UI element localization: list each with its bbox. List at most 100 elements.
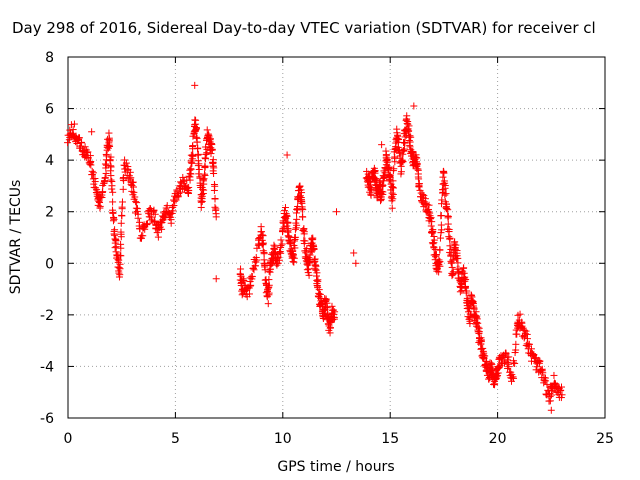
data-point <box>543 380 551 388</box>
data-point <box>427 228 435 236</box>
y-tick-label: 4 <box>45 153 54 169</box>
data-point <box>329 306 337 314</box>
data-point <box>240 277 248 285</box>
data-point <box>198 195 206 203</box>
data-point <box>194 150 202 158</box>
data-point <box>201 163 209 171</box>
data-point <box>192 133 200 141</box>
data-point <box>200 175 208 183</box>
data-point <box>405 127 413 135</box>
data-point <box>117 230 125 238</box>
data-point <box>371 167 379 175</box>
data-point <box>322 296 330 304</box>
data-point <box>134 214 142 222</box>
data-point <box>380 174 388 182</box>
data-point <box>429 227 437 235</box>
data-point <box>259 239 267 247</box>
axis-ticks: 0 5 10 15 20 25 -6 -4 -2 0 2 4 6 8 <box>40 50 614 447</box>
data-point <box>253 256 261 264</box>
data-point <box>258 240 266 248</box>
data-point <box>413 161 421 169</box>
data-point <box>444 220 452 228</box>
data-point <box>98 189 106 197</box>
data-point <box>404 126 412 134</box>
data-point <box>96 204 104 212</box>
data-point <box>427 214 435 222</box>
data-point <box>460 269 468 277</box>
data-point <box>521 330 529 338</box>
data-point <box>150 207 158 215</box>
y-tick-label: 0 <box>45 256 54 272</box>
data-point <box>113 251 121 259</box>
data-point <box>89 169 97 177</box>
data-point <box>193 138 201 146</box>
x-tick-label: 20 <box>489 431 507 447</box>
data-point <box>453 249 461 257</box>
data-point <box>265 289 273 297</box>
data-point <box>271 243 279 251</box>
data-point <box>547 406 555 414</box>
data-point <box>104 135 112 143</box>
data-point <box>143 220 151 228</box>
data-point <box>323 304 331 312</box>
data-point <box>438 196 446 204</box>
data-point <box>367 185 375 193</box>
data-point <box>419 191 427 199</box>
data-point <box>472 312 480 320</box>
x-tick-label: 10 <box>274 431 292 447</box>
data-point <box>67 121 75 129</box>
data-point <box>83 149 91 157</box>
data-point <box>88 128 96 136</box>
data-point <box>289 250 297 258</box>
data-point <box>403 112 411 120</box>
data-point <box>398 156 406 164</box>
data-point <box>78 139 86 147</box>
data-point <box>301 237 309 245</box>
y-tick-label: 8 <box>45 50 54 66</box>
data-point <box>444 213 452 221</box>
data-point <box>260 250 268 258</box>
data-point <box>311 255 319 263</box>
data-point <box>151 210 159 218</box>
data-point <box>77 142 85 150</box>
data-point <box>461 277 469 285</box>
data-point <box>444 206 452 214</box>
data-point <box>108 185 116 193</box>
data-point <box>456 288 464 296</box>
data-point <box>300 230 308 238</box>
data-point <box>309 235 317 243</box>
data-point <box>350 249 358 257</box>
data-point <box>466 317 474 325</box>
data-point <box>117 252 125 260</box>
data-point <box>379 188 387 196</box>
data-point <box>409 148 417 156</box>
data-point <box>117 219 125 227</box>
data-point <box>513 330 521 338</box>
data-point <box>438 226 446 234</box>
data-point <box>440 169 448 177</box>
data-point <box>207 150 215 158</box>
data-point <box>312 262 320 270</box>
data-point <box>91 178 99 186</box>
data-point <box>264 300 272 308</box>
data-point <box>511 359 519 367</box>
data-point <box>298 205 306 213</box>
x-tick-label: 25 <box>596 431 614 447</box>
data-point <box>446 242 454 250</box>
data-point <box>539 369 547 377</box>
data-point <box>107 153 115 161</box>
data-point <box>119 185 127 193</box>
data-point <box>389 183 397 191</box>
data-point <box>427 215 435 223</box>
data-point <box>109 198 117 206</box>
data-point <box>436 246 444 254</box>
data-point <box>397 168 405 176</box>
x-tick-label: 15 <box>381 431 399 447</box>
data-point <box>291 225 299 233</box>
data-point <box>212 213 220 221</box>
data-point <box>287 240 295 248</box>
data-point <box>389 195 397 203</box>
data-point <box>477 338 485 346</box>
data-point <box>163 202 171 210</box>
data-point <box>476 337 484 345</box>
